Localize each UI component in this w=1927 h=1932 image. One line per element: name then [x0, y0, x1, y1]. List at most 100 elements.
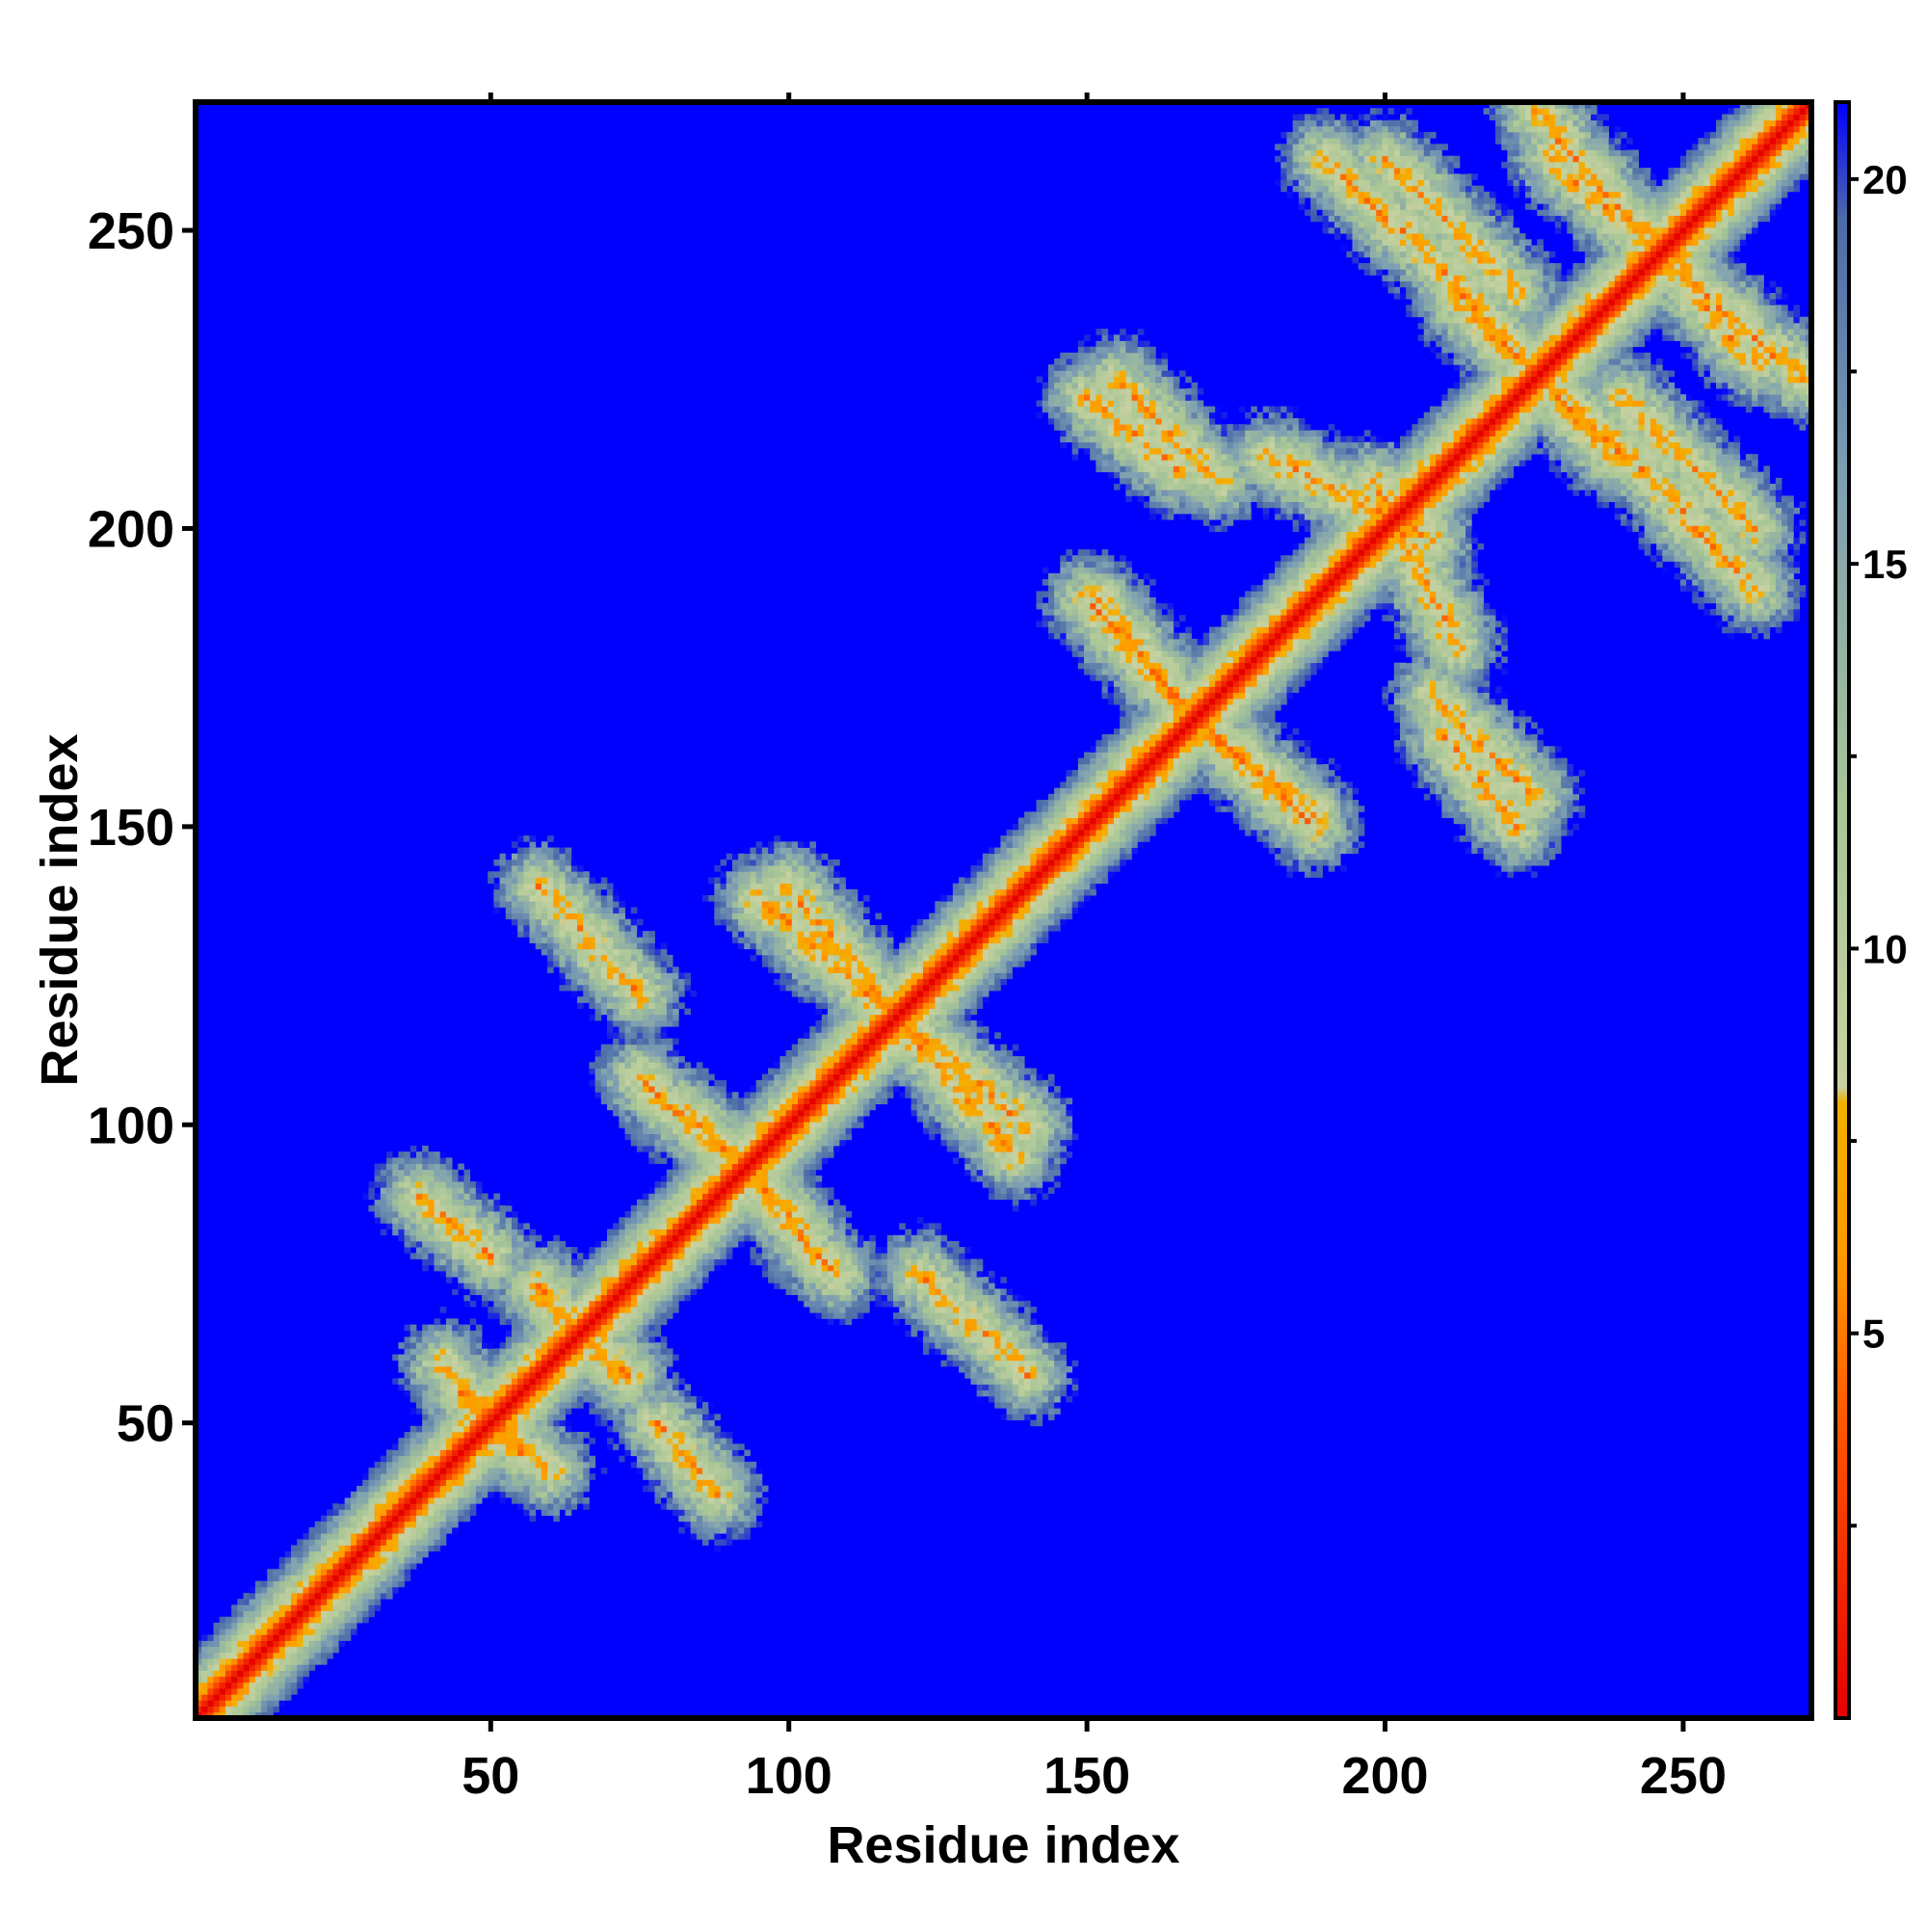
heatmap-cell: [463, 1175, 471, 1182]
heatmap-cell: [666, 1115, 673, 1123]
heatmap-cell: [404, 1485, 411, 1493]
heatmap-cell: [1012, 1402, 1019, 1409]
heatmap-cell: [827, 1234, 834, 1242]
heatmap-cell: [648, 1187, 655, 1194]
heatmap-cell: [553, 1277, 560, 1284]
heatmap-cell: [791, 1133, 799, 1141]
heatmap-cell: [237, 1599, 244, 1605]
heatmap-cell: [648, 1204, 655, 1212]
heatmap-cell: [714, 1181, 721, 1188]
heatmap-cell: [619, 1330, 625, 1337]
heatmap-cell: [517, 1491, 524, 1498]
heatmap-cell: [791, 1145, 799, 1152]
heatmap-cell: [278, 1681, 286, 1689]
heatmap-cell: [982, 1181, 990, 1188]
heatmap-cell: [535, 1270, 542, 1278]
heatmap-cell: [1000, 1384, 1007, 1391]
heatmap-cell: [488, 1229, 494, 1236]
heatmap-cell: [654, 1240, 662, 1248]
heatmap-cell: [606, 1270, 614, 1278]
heatmap-cell: [624, 1277, 632, 1284]
heatmap-cell: [308, 1622, 316, 1629]
heatmap-cell: [362, 1586, 369, 1594]
heatmap-cell: [994, 1378, 1001, 1385]
heatmap-cell: [452, 1485, 459, 1493]
heatmap-cell: [409, 1211, 417, 1218]
heatmap-cell: [314, 1539, 322, 1546]
heatmap-cell: [989, 1181, 995, 1188]
heatmap-cell: [959, 1318, 965, 1325]
heatmap-cell: [845, 1283, 853, 1289]
heatmap-cell: [445, 1163, 453, 1171]
heatmap-cell: [344, 1515, 352, 1522]
heatmap-cell: [565, 1461, 572, 1469]
heatmap-cell: [327, 1634, 333, 1641]
heatmap-cell: [452, 1336, 459, 1343]
heatmap-cell: [434, 1199, 441, 1206]
heatmap-cell: [380, 1211, 387, 1218]
heatmap-cell: [648, 1240, 655, 1248]
heatmap-cell: [422, 1372, 429, 1379]
heatmap-cell: [541, 1479, 548, 1487]
heatmap-cell: [970, 1139, 978, 1147]
heatmap-cell: [935, 1312, 941, 1319]
heatmap-cell: [553, 1395, 560, 1403]
heatmap-cell: [517, 1485, 524, 1493]
heatmap-cell: [899, 1288, 906, 1296]
heatmap-cell: [946, 1288, 954, 1296]
heatmap-cell: [648, 1288, 655, 1296]
heatmap-cell: [249, 1593, 256, 1600]
heatmap-cell: [678, 1288, 685, 1296]
heatmap-cell: [952, 1288, 960, 1296]
heatmap-cell: [570, 1395, 578, 1403]
heatmap-cell: [475, 1414, 483, 1420]
heatmap-cell: [982, 1283, 990, 1289]
heatmap-cell: [636, 1336, 644, 1343]
heatmap-cell: [332, 1563, 339, 1570]
heatmap-cell: [761, 1145, 769, 1152]
heatmap-cell: [750, 1521, 757, 1528]
heatmap-cell: [541, 1283, 548, 1289]
heatmap-cell: [696, 1402, 703, 1409]
heatmap-cell: [630, 1277, 638, 1284]
heatmap-cell: [559, 1408, 567, 1415]
heatmap-cell: [565, 1491, 572, 1498]
heatmap-cell: [666, 1300, 673, 1308]
heatmap-cell: [237, 1670, 244, 1678]
heatmap-cell: [785, 1127, 793, 1134]
heatmap-cell: [660, 1348, 668, 1355]
heatmap-cell: [499, 1204, 507, 1212]
heatmap-cell: [374, 1599, 382, 1605]
heatmap-cell: [851, 1264, 858, 1272]
heatmap-cell: [660, 1473, 668, 1480]
heatmap-cell: [1000, 1414, 1007, 1420]
heatmap-cell: [398, 1515, 405, 1522]
heatmap-cell: [982, 1288, 990, 1296]
heatmap-cell: [356, 1610, 363, 1618]
heatmap-cell: [827, 1264, 834, 1272]
heatmap-cell: [952, 1270, 960, 1278]
heatmap-cell: [678, 1283, 685, 1289]
heatmap-cell: [535, 1330, 542, 1337]
heatmap-cell: [303, 1556, 309, 1564]
heatmap-cell: [613, 1425, 620, 1433]
heatmap-cell: [535, 1336, 542, 1343]
heatmap-cell: [916, 1283, 924, 1289]
heatmap-cell: [523, 1443, 530, 1450]
heatmap-cell: [482, 1372, 488, 1379]
heatmap-cell: [224, 1706, 232, 1713]
heatmap-cell: [970, 1277, 978, 1284]
heatmap-cell: [314, 1599, 322, 1605]
heatmap-cell: [863, 1283, 870, 1289]
heatmap-cell: [267, 1688, 274, 1695]
heatmap-cell: [529, 1414, 537, 1420]
heatmap-cell: [1030, 1307, 1037, 1313]
heatmap-cell: [881, 1247, 888, 1254]
heatmap-cell: [619, 1408, 625, 1415]
heatmap-cell: [750, 1509, 757, 1516]
heatmap-cell: [332, 1509, 339, 1516]
heatmap-cell: [738, 1485, 745, 1493]
heatmap-cell: [368, 1556, 376, 1564]
heatmap-cell: [845, 1277, 853, 1284]
